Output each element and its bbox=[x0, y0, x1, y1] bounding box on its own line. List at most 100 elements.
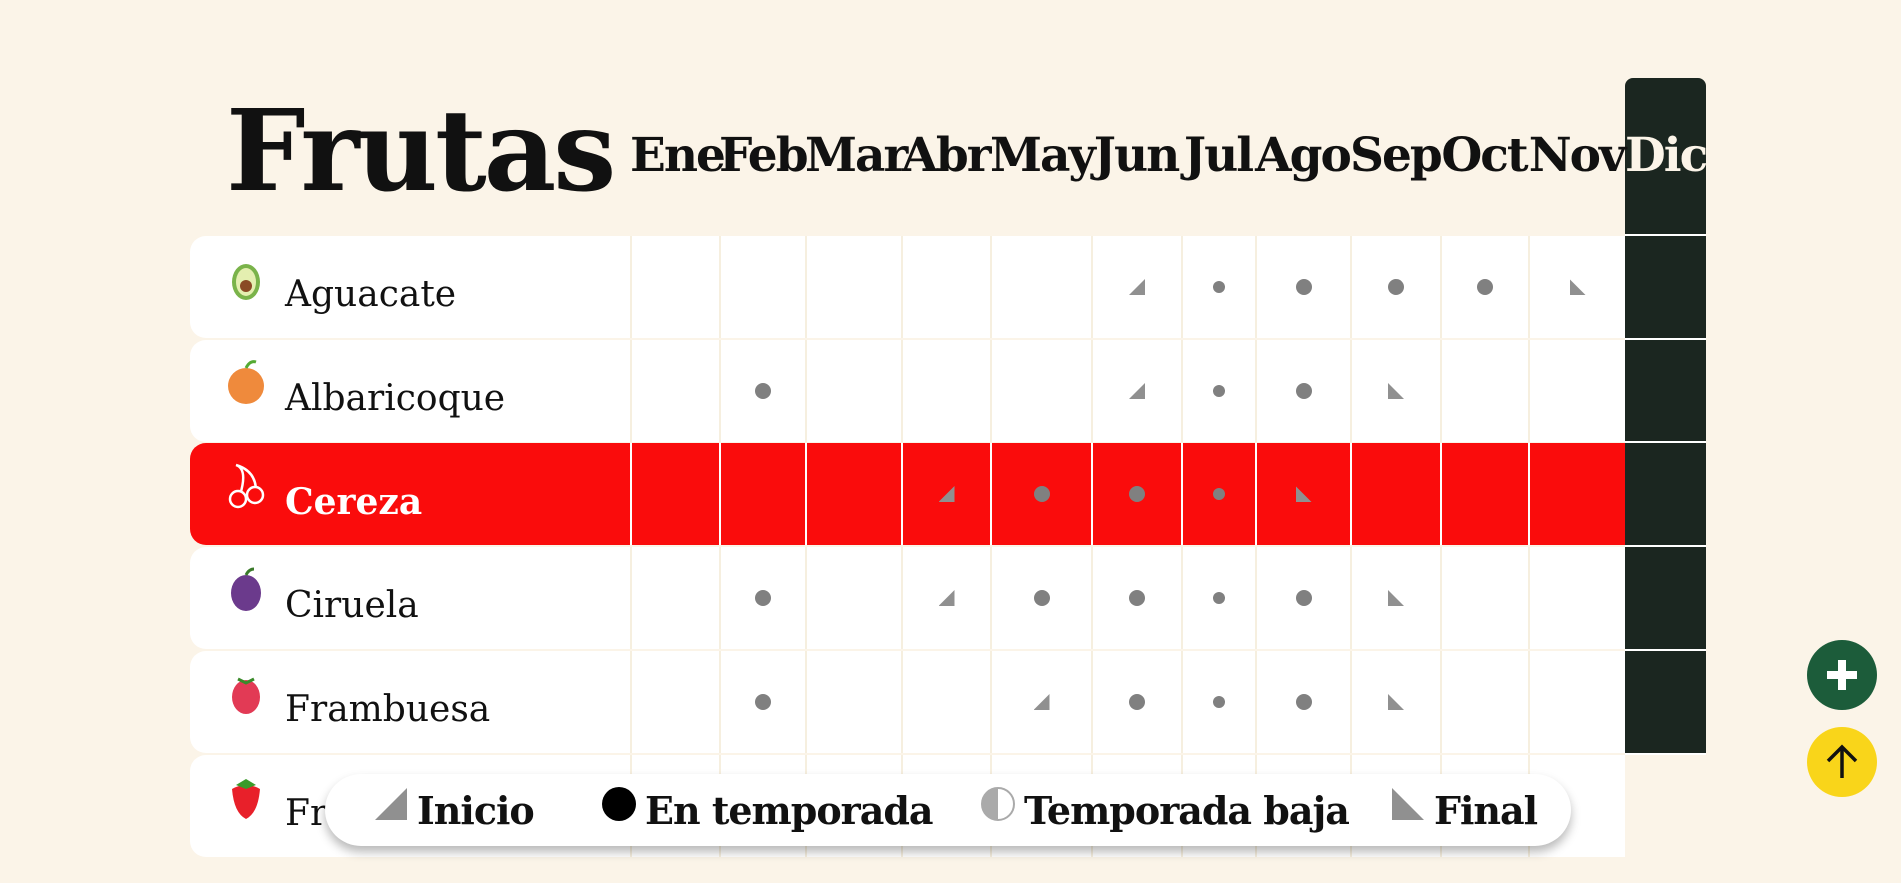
in-season-small-dot bbox=[1213, 385, 1225, 397]
in-season-dot bbox=[1033, 590, 1050, 606]
month-cell bbox=[1091, 340, 1181, 442]
month-cell bbox=[1350, 340, 1440, 442]
month-cell bbox=[990, 340, 1091, 442]
month-header-feb: Feb bbox=[719, 128, 809, 183]
month-cell bbox=[1528, 651, 1625, 753]
in-season-small-dot bbox=[1213, 592, 1225, 604]
plus-icon bbox=[1827, 660, 1857, 690]
half-circle-icon bbox=[981, 787, 1015, 821]
month-cell bbox=[630, 651, 719, 753]
month-cell bbox=[1440, 443, 1528, 545]
in-season-dot bbox=[755, 383, 771, 399]
fruit-row[interactable]: Cereza bbox=[190, 443, 1625, 545]
month-cell bbox=[1440, 340, 1528, 442]
page-title: Frutas bbox=[226, 86, 616, 217]
legend-label-low-season: Temporada baja bbox=[1024, 787, 1350, 833]
fruit-row[interactable]: Ciruela bbox=[190, 547, 1625, 649]
month-cell bbox=[1181, 651, 1255, 753]
month-header-jul: Jul bbox=[1183, 128, 1254, 183]
avocado-icon bbox=[226, 254, 266, 302]
fruit-row[interactable]: Albaricoque bbox=[190, 340, 1625, 442]
season-legend: Inicio En temporada Temporada baja Final bbox=[325, 774, 1571, 846]
full-circle-icon bbox=[602, 787, 636, 821]
current-month-separator bbox=[1625, 338, 1706, 340]
fruit-name: Albaricoque bbox=[285, 378, 506, 419]
month-cell bbox=[1440, 547, 1528, 649]
legend-item-end: Final bbox=[1390, 774, 1538, 846]
scroll-top-button[interactable] bbox=[1807, 727, 1877, 797]
month-header-dic: Dic bbox=[1625, 128, 1708, 183]
month-cell bbox=[1528, 547, 1625, 649]
in-season-dot bbox=[1477, 279, 1493, 295]
season-end-mark bbox=[1388, 383, 1404, 399]
fruit-row[interactable]: Frambuesa bbox=[190, 651, 1625, 753]
in-season-small-dot bbox=[1213, 281, 1225, 293]
cherry-icon bbox=[226, 461, 266, 509]
in-season-dot bbox=[755, 694, 771, 710]
month-cell bbox=[719, 340, 805, 442]
fruit-name: Cereza bbox=[285, 481, 423, 523]
month-cell bbox=[805, 236, 901, 338]
in-season-dot bbox=[1129, 590, 1145, 606]
month-cell bbox=[719, 651, 805, 753]
current-month-separator bbox=[1625, 753, 1706, 755]
season-start-mark bbox=[1129, 383, 1145, 399]
month-cell bbox=[1350, 236, 1440, 338]
fruit-name: Aguacate bbox=[285, 274, 457, 315]
month-cell bbox=[1350, 443, 1440, 545]
raspberry-icon bbox=[226, 669, 266, 717]
arrow-up-icon bbox=[1826, 744, 1858, 778]
month-header-ene: Ene bbox=[630, 128, 726, 183]
month-cell bbox=[630, 443, 719, 545]
month-cell bbox=[1255, 443, 1350, 545]
month-header-sep: Sep bbox=[1350, 128, 1443, 183]
month-cell bbox=[901, 443, 990, 545]
current-month-separator bbox=[1625, 441, 1706, 443]
month-cell bbox=[719, 547, 805, 649]
legend-label-in-season: En temporada bbox=[645, 787, 934, 833]
month-cell bbox=[1181, 547, 1255, 649]
month-cell bbox=[1091, 547, 1181, 649]
legend-item-in-season: En temporada bbox=[601, 774, 934, 846]
month-cell bbox=[1255, 651, 1350, 753]
month-header-oct: Oct bbox=[1441, 128, 1528, 183]
start-triangle-icon bbox=[375, 788, 407, 820]
month-cell bbox=[901, 340, 990, 442]
month-cell bbox=[630, 547, 719, 649]
season-start-mark bbox=[1129, 279, 1145, 295]
in-season-small-dot bbox=[1213, 488, 1225, 500]
fruit-row[interactable]: Aguacate bbox=[190, 236, 1625, 338]
add-button[interactable] bbox=[1807, 640, 1877, 710]
in-season-dot bbox=[1295, 279, 1312, 295]
month-cell bbox=[1091, 651, 1181, 753]
month-cell bbox=[630, 340, 719, 442]
month-cell bbox=[805, 443, 901, 545]
month-header-jun: Jun bbox=[1093, 128, 1181, 183]
season-start-mark bbox=[938, 590, 955, 606]
month-header-may: May bbox=[990, 128, 1096, 183]
month-cell bbox=[990, 236, 1091, 338]
in-season-dot bbox=[1129, 486, 1145, 502]
month-cell bbox=[1255, 236, 1350, 338]
season-start-mark bbox=[1033, 694, 1050, 710]
month-cell bbox=[901, 236, 990, 338]
month-cell bbox=[901, 547, 990, 649]
current-month-separator bbox=[1625, 649, 1706, 651]
in-season-dot bbox=[1388, 279, 1404, 295]
in-season-dot bbox=[1295, 694, 1312, 710]
month-header-abr: Abr bbox=[901, 128, 991, 183]
season-end-mark bbox=[1388, 694, 1404, 710]
month-cell bbox=[990, 547, 1091, 649]
month-cell bbox=[1181, 340, 1255, 442]
month-header-nov: Nov bbox=[1528, 128, 1627, 183]
strawberry-icon bbox=[226, 773, 266, 821]
month-cell bbox=[719, 236, 805, 338]
month-cell bbox=[990, 651, 1091, 753]
month-cell bbox=[1528, 340, 1625, 442]
plum-icon bbox=[226, 565, 266, 613]
month-cell bbox=[1528, 236, 1625, 338]
month-cell bbox=[1091, 443, 1181, 545]
legend-label-end: Final bbox=[1434, 787, 1538, 833]
in-season-small-dot bbox=[1213, 696, 1225, 708]
legend-item-low-season: Temporada baja bbox=[980, 774, 1350, 846]
